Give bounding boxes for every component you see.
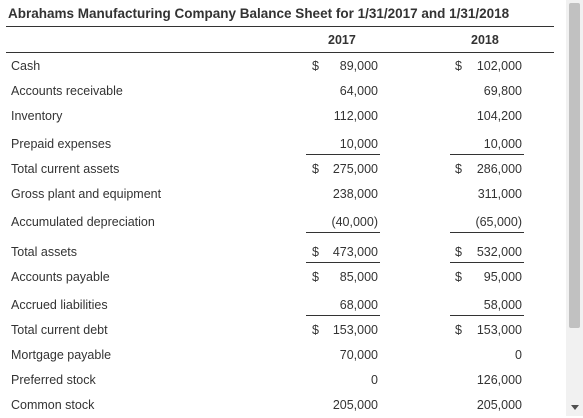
row-label: Total current debt bbox=[11, 323, 108, 337]
table-row: Mortgage payable 70,000 0 bbox=[0, 348, 560, 368]
value-2018: 58,000 bbox=[483, 298, 522, 312]
value-2018: (65,000) bbox=[475, 215, 522, 229]
table-row: Accounts receivable 64,000 69,800 bbox=[0, 84, 560, 104]
subtotal-rule-2018 bbox=[450, 262, 524, 263]
table-row: Prepaid expenses 10,000 10,000 bbox=[0, 137, 560, 157]
scrollbar-thumb[interactable] bbox=[569, 3, 580, 328]
currency-symbol-2017: $ bbox=[312, 323, 319, 337]
table-row: Total current debt $153,000 $153,000 bbox=[0, 323, 560, 343]
subtotal-rule-2017 bbox=[306, 154, 380, 155]
value-2017: (40,000) bbox=[331, 215, 378, 229]
value-2017: 275,000 bbox=[332, 162, 378, 176]
table-row: Cash $89,000 $102,000 bbox=[0, 59, 560, 79]
value-2018: 205,000 bbox=[476, 398, 522, 412]
value-2017: 64,000 bbox=[339, 84, 378, 98]
page-title: Abrahams Manufacturing Company Balance S… bbox=[8, 6, 510, 21]
value-2018: 153,000 bbox=[476, 323, 522, 337]
value-2018: 95,000 bbox=[483, 270, 522, 284]
value-2018: 286,000 bbox=[476, 162, 522, 176]
value-2018: 0 bbox=[515, 348, 522, 362]
table-row: Gross plant and equipment 238,000 311,000 bbox=[0, 187, 560, 207]
value-2017: 112,000 bbox=[333, 109, 378, 123]
value-2018: 126,000 bbox=[476, 373, 522, 387]
subtotal-rule-2018 bbox=[450, 315, 524, 316]
value-2018: 10,000 bbox=[483, 137, 522, 151]
subtotal-rule-2018 bbox=[450, 154, 524, 155]
row-label: Cash bbox=[11, 59, 41, 73]
row-label: Gross plant and equipment bbox=[11, 187, 162, 201]
value-2018: 311,000 bbox=[477, 187, 522, 201]
value-2017: 238,000 bbox=[332, 187, 378, 201]
value-2017: 473,000 bbox=[332, 245, 378, 259]
year-header-2017: 2017 bbox=[328, 33, 356, 47]
value-2017: 10,000 bbox=[339, 137, 378, 151]
year-header-2018: 2018 bbox=[471, 33, 499, 47]
vertical-scrollbar[interactable] bbox=[566, 0, 583, 416]
row-label: Preferred stock bbox=[11, 373, 96, 387]
row-label: Total current assets bbox=[11, 162, 120, 176]
table-row: Accounts payable $85,000 $95,000 bbox=[0, 270, 560, 290]
title-divider bbox=[6, 26, 554, 27]
row-label: Prepaid expenses bbox=[11, 137, 112, 151]
table-row: Total current assets $275,000 $286,000 bbox=[0, 162, 560, 182]
table-row: Total assets $473,000 $532,000 bbox=[0, 245, 560, 265]
currency-symbol-2018: $ bbox=[455, 270, 462, 284]
value-2018: 104,200 bbox=[476, 109, 522, 123]
value-2017: 89,000 bbox=[339, 59, 378, 73]
currency-symbol-2018: $ bbox=[455, 323, 462, 337]
currency-symbol-2017: $ bbox=[312, 245, 319, 259]
table-row: Accumulated depreciation (40,000) (65,000) bbox=[0, 215, 560, 235]
currency-symbol-2017: $ bbox=[312, 162, 319, 176]
table-row: Preferred stock 0 126,000 bbox=[0, 373, 560, 393]
table-row: Accrued liabilities 68,000 58,000 bbox=[0, 298, 560, 318]
value-2018: 102,000 bbox=[476, 59, 522, 73]
currency-symbol-2017: $ bbox=[312, 270, 319, 284]
row-label: Common stock bbox=[11, 398, 95, 412]
value-2017: 153,000 bbox=[332, 323, 378, 337]
row-label: Accumulated depreciation bbox=[11, 215, 155, 229]
currency-symbol-2017: $ bbox=[312, 59, 319, 73]
row-label: Accounts payable bbox=[11, 270, 110, 284]
table-row: Common stock 205,000 205,000 bbox=[0, 398, 560, 418]
header-divider bbox=[6, 52, 554, 53]
currency-symbol-2018: $ bbox=[455, 245, 462, 259]
subtotal-rule-2017 bbox=[306, 262, 380, 263]
row-label: Mortgage payable bbox=[11, 348, 112, 362]
row-label: Inventory bbox=[11, 109, 63, 123]
value-2017: 68,000 bbox=[339, 298, 378, 312]
value-2017: 70,000 bbox=[339, 348, 378, 362]
currency-symbol-2018: $ bbox=[455, 59, 462, 73]
subtotal-rule-2017 bbox=[306, 315, 380, 316]
subtotal-rule-2017 bbox=[306, 232, 380, 233]
currency-symbol-2018: $ bbox=[455, 162, 462, 176]
value-2017: 0 bbox=[371, 373, 378, 387]
row-label: Accrued liabilities bbox=[11, 298, 108, 312]
scroll-down-arrow-icon[interactable] bbox=[571, 405, 579, 410]
row-label: Accounts receivable bbox=[11, 84, 123, 98]
value-2018: 532,000 bbox=[476, 245, 522, 259]
subtotal-rule-2018 bbox=[450, 232, 524, 233]
value-2017: 205,000 bbox=[332, 398, 378, 412]
value-2017: 85,000 bbox=[339, 270, 378, 284]
table-row: Inventory 112,000 104,200 bbox=[0, 109, 560, 129]
value-2018: 69,800 bbox=[483, 84, 522, 98]
row-label: Total assets bbox=[11, 245, 78, 259]
